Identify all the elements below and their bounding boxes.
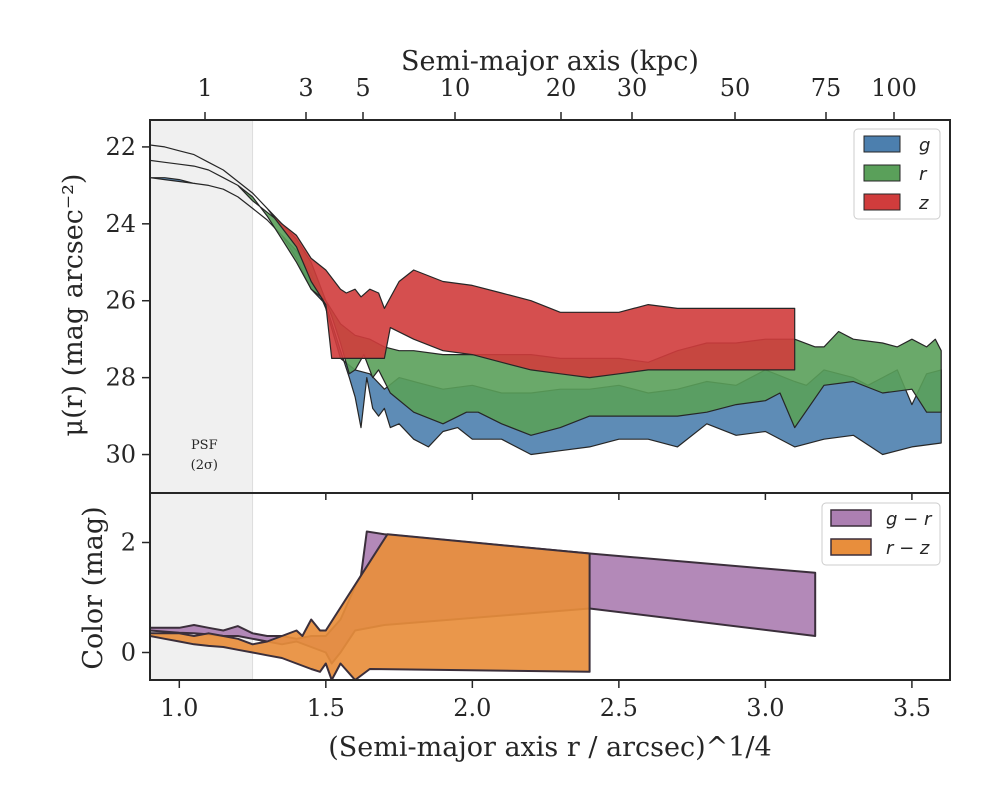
psf-shade-top (149, 119, 254, 494)
legend-label-g: g (919, 135, 930, 156)
bottom-y-tick-label: 2 (121, 529, 136, 557)
bottom-y-tick-label: 0 (121, 639, 136, 667)
legend-swatch-r (863, 164, 901, 182)
top-kpc-tick-label: 100 (871, 74, 917, 102)
surface-brightness-bands (150, 144, 942, 456)
top-kpc-tick-label: 20 (546, 74, 577, 102)
psf-annotation-line: (2σ) (191, 458, 218, 473)
legend-swatch-g (863, 135, 901, 153)
psf-shade-bottom (149, 492, 254, 681)
top-kpc-tick-label: 30 (617, 74, 648, 102)
color-bands (150, 530, 817, 680)
bottom-panel-frame (149, 492, 951, 681)
bottom-x-axis-title: (Semi-major axis r / arcsec)^1/4 (328, 732, 771, 763)
band-z (150, 144, 796, 379)
psf-annotation-line: PSF (191, 438, 218, 453)
top-y-tick-label: 30 (105, 441, 136, 469)
top-y-tick-label: 22 (105, 133, 136, 161)
legend-label-color-1: r − z (886, 538, 930, 559)
bottom-x-tick-label: 1.0 (160, 694, 198, 722)
legend-label-color-0: g − r (886, 509, 933, 530)
legend-swatch-z (863, 193, 901, 211)
band-color-r-minus-z (150, 533, 591, 680)
top-y-axis-title: μ(r) (mag arcsec⁻²) (58, 174, 89, 437)
legend-label-z: z (918, 193, 929, 214)
top-kpc-tick-label: 50 (720, 74, 751, 102)
top-kpc-tick-label: 75 (811, 74, 842, 102)
legend-swatch-color-0 (830, 509, 872, 527)
top-axis-title: Semi-major axis (kpc) (401, 46, 699, 77)
legend-swatch-color-1 (830, 538, 872, 556)
top-kpc-tick-label: 5 (355, 74, 370, 102)
top-kpc-tick-label: 1 (197, 74, 212, 102)
top-y-tick-label: 28 (105, 364, 136, 392)
bottom-y-axis-title: Color (mag) (78, 506, 109, 669)
surface-brightness-panel: PSF (2σ) 22 24 26 28 30 1 3 5 10 20 30 50 75 100 grz (105, 74, 951, 500)
bottom-x-tick-label: 2.0 (453, 694, 491, 722)
top-kpc-tick-label: 10 (440, 74, 471, 102)
legend-bottom: g − r r − z (821, 502, 941, 566)
top-y-tick-label: 26 (105, 287, 136, 315)
bottom-x-tick-label: 3.0 (746, 694, 784, 722)
bottom-x-tick-label: 2.5 (600, 694, 638, 722)
top-kpc-tick-label: 3 (298, 74, 313, 102)
bottom-x-tick-label: 3.5 (893, 694, 931, 722)
legend-top: grz (853, 128, 941, 220)
color-panel: 0 2 1.0 1.5 2.0 2.5 3.0 3.5 g − r r − z (121, 492, 951, 722)
legend-label-r: r (919, 164, 928, 185)
top-y-tick-label: 24 (105, 210, 136, 238)
bottom-x-tick-label: 1.5 (307, 694, 345, 722)
